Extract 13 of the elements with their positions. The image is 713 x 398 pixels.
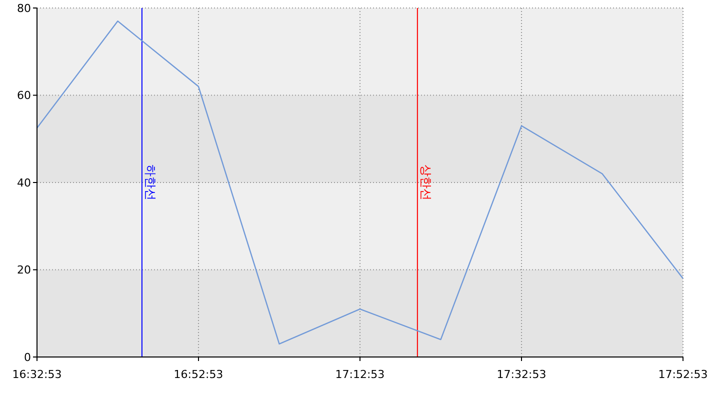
y-tick-label: 80	[17, 2, 31, 15]
x-tick-label: 16:52:53	[174, 368, 224, 381]
x-tick-label: 17:12:53	[335, 368, 385, 381]
y-tick-label: 20	[17, 264, 31, 277]
ref-line-label: 하한선	[144, 164, 158, 200]
x-tick-label: 16:32:53	[12, 368, 62, 381]
x-tick-label: 17:32:53	[496, 368, 546, 381]
ref-line-label: 상한선	[419, 164, 434, 200]
y-tick-label: 40	[17, 176, 31, 190]
y-tick-label: 60	[17, 89, 31, 102]
x-tick-label: 17:52:53	[658, 368, 708, 381]
y-tick-label: 0	[24, 350, 31, 364]
line-series	[36, 20, 684, 345]
